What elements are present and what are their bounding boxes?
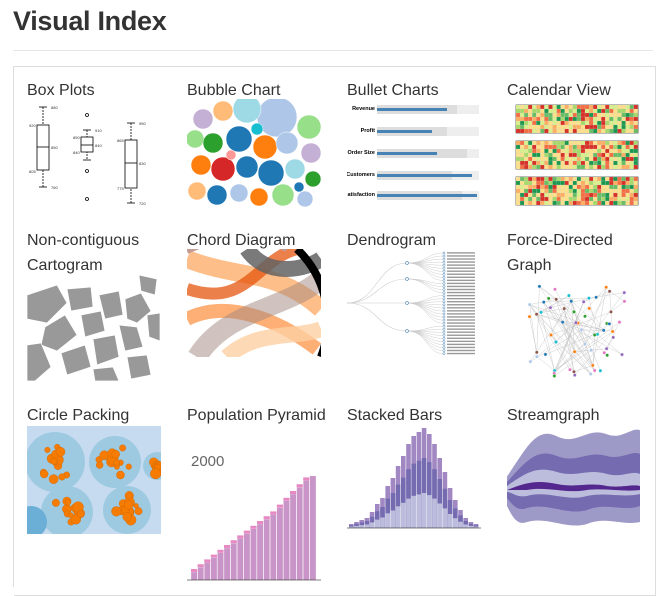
svg-text:Customers: Customers <box>347 172 375 178</box>
card-partial <box>174 586 335 596</box>
card-partial <box>494 586 656 596</box>
card-stacked-bars[interactable]: Stacked Bars <box>334 392 495 587</box>
calendar-view-thumbnail[interactable] <box>507 101 640 207</box>
title-divider <box>13 50 653 51</box>
card-streamgraph[interactable]: Streamgraph <box>494 392 656 587</box>
svg-text:760: 760 <box>51 185 58 190</box>
card-title[interactable]: Stacked Bars <box>347 403 487 428</box>
force-directed-thumbnail[interactable] <box>507 275 640 381</box>
card-title[interactable]: Bullet Charts <box>347 78 487 103</box>
card-title[interactable]: Circle Packing <box>27 403 167 428</box>
population-pyramid-thumbnail[interactable] <box>187 476 321 584</box>
card-non-contiguous-cartogram[interactable]: Non-contiguous Cartogram <box>14 217 175 393</box>
card-title[interactable]: Box Plots <box>27 78 167 103</box>
card-box-plots[interactable]: Box Plots <box>14 67 175 218</box>
circle-packing-thumbnail[interactable] <box>27 426 161 534</box>
card-force-directed-graph[interactable]: Force-Directed Graph <box>494 217 656 393</box>
svg-text:910: 910 <box>95 128 102 133</box>
svg-text:775: 775 <box>117 186 124 191</box>
dendrogram-thumbnail[interactable] <box>347 251 481 357</box>
card-calendar-view[interactable]: Calendar View <box>494 67 656 218</box>
card-title[interactable]: Force-Directed Graph <box>507 228 647 278</box>
box-plots-thumbnail[interactable]: 880 920 850 805 760 910 850 840 840 950 865 8… <box>27 105 159 207</box>
svg-text:Order Size: Order Size <box>347 150 375 156</box>
stacked-bars-thumbnail[interactable] <box>347 426 481 534</box>
cartogram-thumbnail[interactable] <box>27 275 160 381</box>
card-title[interactable]: Non-contiguous Cartogram <box>27 228 167 278</box>
svg-text:Revenue: Revenue <box>352 106 375 112</box>
card-circle-packing[interactable]: Circle Packing <box>14 392 175 587</box>
svg-text:920: 920 <box>29 123 36 128</box>
svg-text:Profit: Profit <box>361 128 376 134</box>
svg-text:720: 720 <box>139 201 146 206</box>
chord-diagram-thumbnail[interactable] <box>187 249 321 357</box>
svg-text:880: 880 <box>51 105 58 110</box>
card-title[interactable]: Calendar View <box>507 78 647 103</box>
svg-text:950: 950 <box>139 121 146 126</box>
svg-text:830: 830 <box>139 161 146 166</box>
card-chord-diagram[interactable]: Chord Diagram <box>174 217 335 393</box>
svg-text:850: 850 <box>73 135 80 140</box>
bullet-charts-thumbnail[interactable]: Revenue Profit Order Size Customers atis… <box>347 101 481 207</box>
svg-text:805: 805 <box>29 169 36 174</box>
card-dendrogram[interactable]: Dendrogram <box>334 217 495 393</box>
card-bullet-charts[interactable]: Bullet Charts <box>334 67 495 218</box>
svg-text:840: 840 <box>73 150 80 155</box>
page-title: Visual Index <box>13 6 166 37</box>
card-title[interactable]: Streamgraph <box>507 403 647 428</box>
svg-text:atisfaction: atisfaction <box>347 192 375 198</box>
bubble-chart-thumbnail[interactable] <box>187 99 321 207</box>
card-title[interactable]: Dendrogram <box>347 228 487 253</box>
visual-index-grid: Box Plots <box>13 66 656 587</box>
card-title[interactable]: Population Pyramid <box>187 403 327 428</box>
streamgraph-thumbnail[interactable] <box>507 426 640 534</box>
card-bubble-chart[interactable]: Bubble Chart <box>174 67 335 218</box>
svg-text:865: 865 <box>117 138 124 143</box>
svg-text:850: 850 <box>51 145 58 150</box>
svg-text:840: 840 <box>95 143 102 148</box>
card-partial <box>14 586 175 596</box>
card-partial <box>334 586 495 596</box>
pyramid-year: 2000 <box>191 453 224 470</box>
card-population-pyramid[interactable]: Population Pyramid 2000 <box>174 392 335 587</box>
